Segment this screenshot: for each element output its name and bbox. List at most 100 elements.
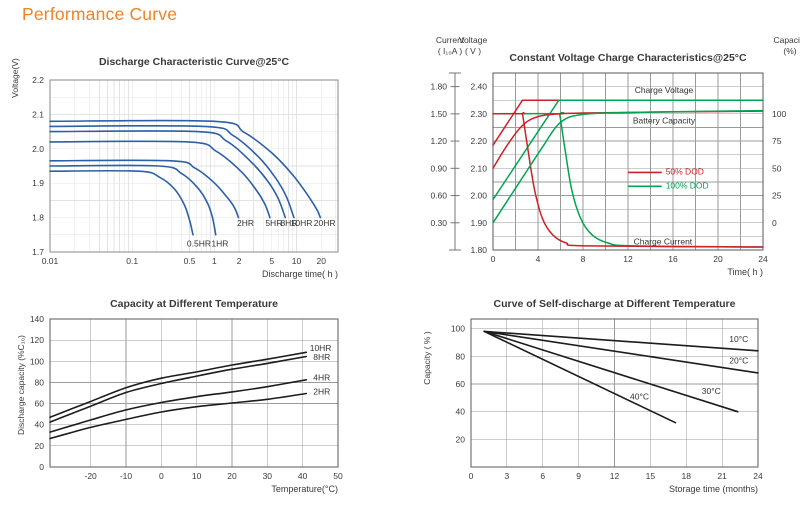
gridlines [50,319,338,467]
svg-text:75: 75 [772,136,782,146]
svg-text:20: 20 [316,256,326,266]
svg-text:80: 80 [35,377,45,387]
self-discharge-chart: 10°C 20°C 30°C 40°C 0 3 6 9 12 15 18 21 24 Storage ti… [420,292,800,515]
series-group [483,330,759,424]
svg-text:(%): (%) [783,46,796,56]
curve-labels: Charge Voltage Battery Capacity Charge Cur… [633,85,696,246]
svg-text:2.0: 2.0 [32,144,44,154]
svg-text:18: 18 [682,471,692,481]
svg-text:-20: -20 [84,471,97,481]
svg-text:20: 20 [35,441,45,451]
svg-text:1.90: 1.90 [470,218,487,228]
curve-label-20C: 20°C [729,355,748,365]
svg-text:16: 16 [668,254,678,264]
plot-border [49,318,339,468]
svg-text:50: 50 [333,471,343,481]
y-axis-title: Capacity ( % ) [422,331,432,385]
svg-text:3: 3 [505,471,510,481]
svg-text:25: 25 [772,191,782,201]
current-axis-title: Current [436,35,465,45]
plot-border [492,72,764,251]
curve-label-10HR: 10HR [291,218,313,228]
svg-text:1.7: 1.7 [32,247,44,257]
svg-text:6: 6 [540,471,545,481]
svg-text:100: 100 [772,109,786,119]
capacity-axis: 100 75 50 25 0 Capacity(%) [772,35,800,228]
series-group [49,119,322,236]
svg-text:1.50: 1.50 [430,109,447,119]
page-title: Performance Curve [22,4,178,24]
svg-text:0: 0 [469,471,474,481]
y-axis-title: Voltage(V) [10,58,20,98]
series-group [49,351,307,440]
series-10HR [49,124,295,219]
svg-text:1.80: 1.80 [470,245,487,255]
charge-chart-svg: Charge Voltage Battery Capacity Charge Cur… [430,35,800,277]
self-discharge-chart-svg: 10°C 20°C 30°C 40°C 0 3 6 9 12 15 18 21 24 Storage ti… [422,298,763,494]
series-20HR [49,119,322,219]
svg-text:2.2: 2.2 [32,75,44,85]
svg-text:2.30: 2.30 [470,109,487,119]
svg-text:2.40: 2.40 [470,82,487,92]
svg-text:-10: -10 [120,471,133,481]
x-axis-ticks: -20 -10 0 10 20 30 40 50 [84,471,343,481]
svg-text:60: 60 [35,399,45,409]
curve-labels: 10°C 20°C 30°C 40°C [630,334,748,401]
svg-text:0.90: 0.90 [430,163,447,173]
svg-text:40: 40 [35,420,45,430]
legend: 50% DOD 100% DOD [628,167,709,191]
svg-text:1.9: 1.9 [32,178,44,188]
svg-text:5: 5 [269,256,274,266]
current-axis: 1.80 1.50 1.20 0.90 0.60 0.30 Current( I₁₀A ) [430,35,465,251]
voltage-axis-title: Voltage [459,35,488,45]
voltage-axis: 2.40 2.30 2.20 2.10 2.00 1.90 1.80 Voltage( V ) [459,35,488,255]
series-5HR [49,140,271,219]
svg-text:0.5: 0.5 [184,256,196,266]
svg-text:0.30: 0.30 [430,218,447,228]
svg-text:0.1: 0.1 [126,256,138,266]
series-8HR [49,130,287,219]
series-charge-current-50dod [492,111,764,248]
svg-text:100: 100 [30,356,44,366]
curve-label-40C: 40°C [630,391,649,401]
svg-text:60: 60 [456,379,466,389]
curve-label-20HR: 20HR [314,218,336,228]
curve-label-ChargeCurrent: Charge Current [634,237,693,247]
chart-title: Constant Voltage Charge Characteristics@… [509,52,747,64]
curve-label-8HR: 8HR [280,218,297,228]
x-axis-ticks: 0 4 8 12 16 20 24 [491,254,768,264]
legend-label-50DOD: 50% DOD [666,167,704,177]
svg-text:10: 10 [192,471,202,481]
svg-text:1: 1 [212,256,217,266]
svg-text:20: 20 [713,254,723,264]
series-40C [483,330,677,424]
constant-voltage-charge-chart: Charge Voltage Battery Capacity Charge Cur… [420,30,800,285]
series-10C [483,330,759,352]
curve-label-4HR: 4HR [313,372,330,382]
svg-text:20: 20 [456,434,466,444]
svg-text:21: 21 [717,471,727,481]
y-axis-title: Discharge capacity (%C₁₀) [16,335,26,435]
svg-text:1.20: 1.20 [430,136,447,146]
series-charge-voltage-100dod [492,99,764,201]
svg-text:2: 2 [237,256,242,266]
curve-label-0.5HR: 0.5HR [187,239,211,249]
capacity-at-temperature-chart: 10HR 8HR 4HR 2HR -20 -10 0 10 20 30 40 50 Temperatur… [8,292,404,515]
series-battery-capacity-100dod [492,109,764,224]
series-2HR [49,392,307,440]
plot-border [470,318,759,468]
curve-label-10HR: 10HR [310,343,332,353]
svg-text:10: 10 [292,256,302,266]
svg-text:2.10: 2.10 [470,163,487,173]
svg-text:2.1: 2.1 [32,109,44,119]
svg-text:0.60: 0.60 [430,191,447,201]
series-2HR [49,159,240,219]
series-group [492,99,764,248]
curve-label-10C: 10°C [729,334,748,344]
svg-text:20: 20 [227,471,237,481]
chart-title: Discharge Characteristic Curve@25°C [99,56,290,68]
series-0.5HR [49,169,194,236]
svg-text:0.01: 0.01 [42,256,59,266]
